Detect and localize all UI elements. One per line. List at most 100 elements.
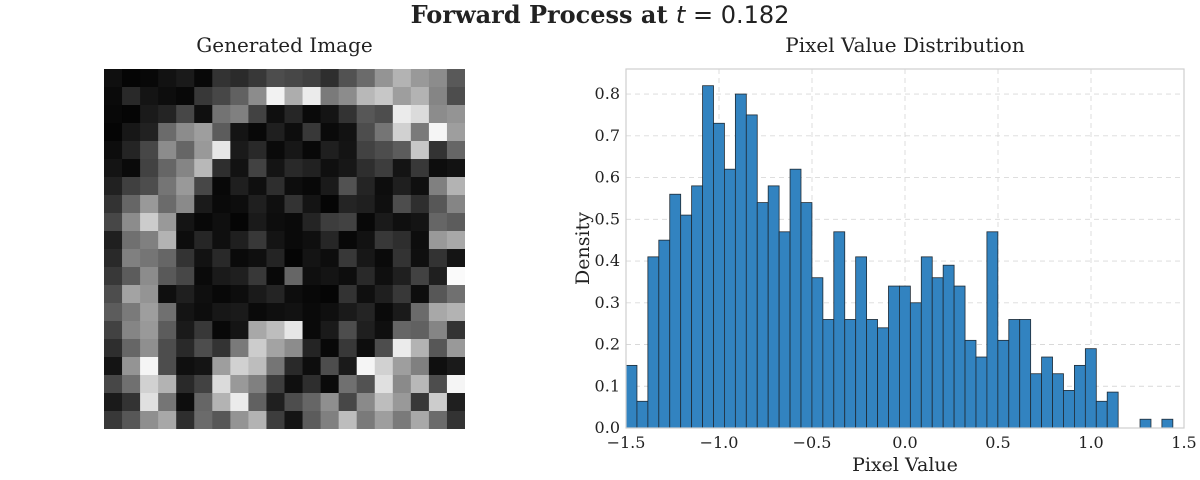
pixel-cell (284, 195, 304, 214)
pixel-cell (392, 105, 412, 124)
pixel-cell (284, 339, 304, 358)
pixel-cell (284, 123, 304, 142)
pixel-cell (158, 267, 177, 286)
pixel-cell (320, 69, 340, 88)
histogram-bar (691, 185, 703, 429)
pixel-cell (410, 393, 430, 412)
pixel-cell (212, 249, 231, 268)
figure-title: Forward Process at t = 0.182 (0, 0, 1200, 30)
pixel-cell (428, 231, 448, 250)
pixel-cell (176, 375, 195, 394)
x-tick-label: −1.5 (607, 433, 646, 452)
pixel-cell (302, 213, 322, 232)
pixel-cell (230, 393, 249, 412)
pixel-cell (392, 195, 412, 214)
pixel-cell (356, 375, 376, 394)
pixel-cell (140, 357, 159, 376)
pixel-cell (374, 357, 394, 376)
pixel-cell (410, 321, 430, 340)
pixel-cell (392, 357, 412, 376)
pixel-cell (266, 267, 286, 286)
pixel-cell (176, 321, 195, 340)
pixel-cell (104, 267, 123, 286)
pixel-cell (446, 267, 465, 286)
pixel-cell (302, 87, 322, 106)
pixel-cell (410, 285, 430, 304)
pixel-cell (158, 249, 177, 268)
pixel-cell (212, 123, 231, 142)
pixel-cell (230, 411, 249, 429)
pixel-cell (446, 87, 465, 106)
pixel-cell (446, 285, 465, 304)
histogram-title: Pixel Value Distribution (785, 33, 1025, 57)
pixel-cell (122, 159, 141, 178)
pixel-cell (446, 231, 465, 250)
pixel-cell (302, 339, 322, 358)
pixel-cell (302, 411, 322, 429)
pixel-cell (122, 195, 141, 214)
pixel-cell (410, 357, 430, 376)
pixel-cell (140, 105, 159, 124)
pixel-cell (374, 123, 394, 142)
pixel-cell (410, 375, 430, 394)
pixel-cell (356, 285, 376, 304)
histogram-bar (855, 256, 868, 429)
pixel-cell (374, 249, 394, 268)
pixel-cell (140, 231, 159, 250)
pixel-cell (266, 303, 286, 322)
pixel-cell (140, 411, 159, 429)
pixel-cell (140, 303, 159, 322)
pixel-cell (428, 375, 448, 394)
pixel-cell (356, 231, 376, 250)
pixel-cell (158, 69, 177, 88)
pixel-cell (374, 159, 394, 178)
pixel-cell (140, 213, 159, 232)
y-tick-label: 0.5 (595, 209, 620, 228)
histogram-bar (1139, 418, 1152, 429)
pixel-cell (158, 393, 177, 412)
pixel-cell (212, 69, 231, 88)
pixel-cell (428, 69, 448, 88)
pixel-cell (392, 159, 412, 178)
histogram-bar (1041, 356, 1053, 429)
y-tick-label: 0.1 (595, 376, 620, 395)
histogram-bar (822, 319, 835, 429)
pixel-cell (320, 141, 340, 160)
pixel-cell (266, 411, 286, 429)
pixel-cell (104, 231, 123, 250)
pixel-cell (338, 69, 358, 88)
pixel-cell (230, 69, 249, 88)
pixel-cell (140, 393, 159, 412)
pixel-cell (428, 249, 448, 268)
histogram-bar (833, 231, 846, 429)
pixel-cell (212, 87, 231, 106)
histogram-bar (1095, 400, 1108, 429)
pixel-cell (140, 321, 159, 340)
pixel-cell (248, 213, 268, 232)
pixel-cell (212, 141, 231, 160)
pixel-cell (338, 87, 358, 106)
histogram-bar (866, 319, 878, 429)
pixel-cell (122, 393, 141, 412)
pixel-cell (302, 69, 322, 88)
pixel-cell (446, 303, 465, 322)
pixel-cell (302, 357, 322, 376)
pixel-cell (392, 321, 412, 340)
pixel-cell (194, 87, 213, 106)
pixel-cell (266, 213, 286, 232)
pixel-cell (356, 123, 376, 142)
pixel-cell (302, 321, 322, 340)
pixel-cell (122, 213, 141, 232)
pixel-cell (104, 123, 123, 142)
pixel-cell (428, 141, 448, 160)
pixel-cell (158, 321, 177, 340)
pixel-cell (230, 195, 249, 214)
pixel-cell (230, 87, 249, 106)
plot-frame (625, 68, 1185, 429)
pixel-cell (212, 267, 231, 286)
pixel-cell (392, 267, 412, 286)
y-tick-label: 0.8 (595, 84, 620, 103)
pixel-cell (248, 177, 268, 196)
pixel-cell (410, 411, 430, 429)
pixel-cell (392, 393, 412, 412)
